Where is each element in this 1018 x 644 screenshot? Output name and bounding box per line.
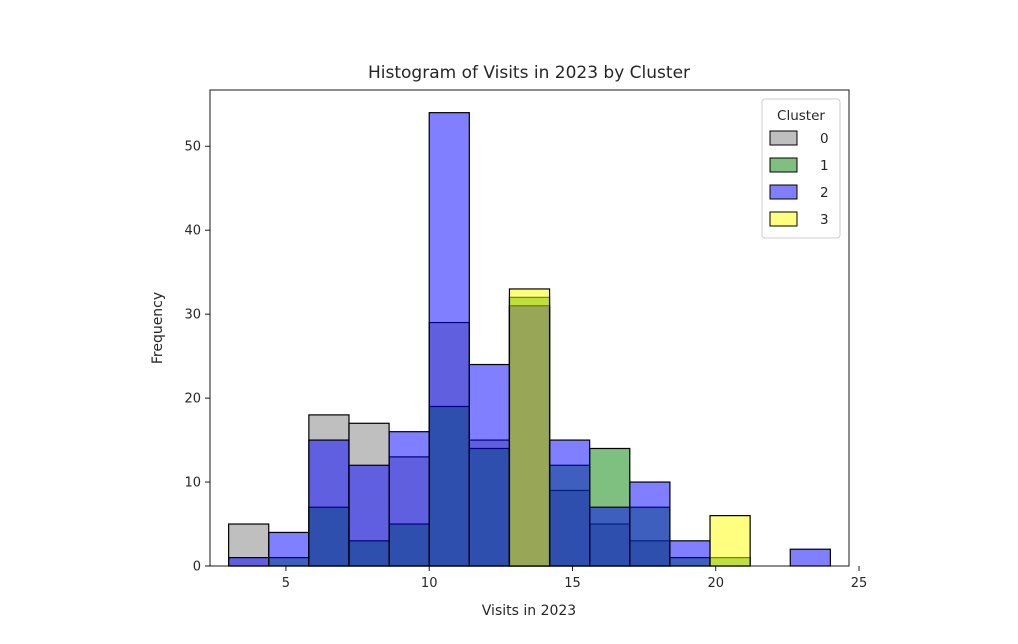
x-tick-label: 20 (707, 576, 724, 591)
bar-cluster-3-bin-7 (508, 288, 551, 567)
bar-cluster-2-bin-6 (468, 363, 511, 567)
x-tick-label: 10 (421, 576, 438, 591)
legend-swatch-0 (769, 130, 798, 146)
bar-cluster-2-bin-4 (388, 431, 430, 567)
bar-cluster-2-bin-2 (308, 439, 350, 567)
y-axis-label: Frequency (150, 292, 166, 364)
y-tick-label: 10 (184, 476, 201, 491)
y-tick-label: 0 (193, 560, 201, 575)
y-axis: 0 10 20 30 40 50 (184, 140, 210, 575)
bar-cluster-2-bin-1 (268, 531, 310, 567)
y-tick-label: 50 (184, 140, 201, 155)
legend-entries: 0 1 2 3 (769, 130, 829, 228)
bar-cluster-2-bin-3 (348, 464, 390, 567)
bar-cluster-2-bin-5 (428, 112, 470, 567)
legend-swatch-1 (769, 157, 798, 173)
x-tick-label: 25 (851, 576, 868, 591)
x-axis-label: Visits in 2023 (482, 603, 576, 619)
plot-frame (209, 89, 850, 567)
bar-cluster-2-bin-11 (669, 540, 711, 567)
series-3 (508, 288, 751, 567)
y-tick-label: 30 (184, 308, 201, 323)
bar-cluster-3-bin-12 (709, 515, 751, 567)
bar-cluster-2-bin-10 (629, 481, 671, 567)
x-tick-label: 5 (282, 576, 290, 591)
y-tick-label: 20 (184, 392, 201, 407)
bars-layer (228, 112, 831, 567)
legend-label-2: 2 (820, 185, 829, 201)
bar-cluster-2-bin-0 (228, 557, 270, 567)
legend: Cluster 0 1 2 3 (761, 98, 841, 239)
x-axis: 5 10 15 20 25 (282, 566, 868, 591)
x-tick-label: 15 (564, 576, 581, 591)
legend-title: Cluster (777, 108, 825, 124)
bar-cluster-2-bin-14 (789, 548, 831, 567)
legend-label-0: 0 (820, 131, 829, 147)
bar-cluster-2-bin-9 (589, 506, 631, 567)
legend-swatch-3 (769, 211, 798, 227)
y-tick-label: 40 (184, 224, 201, 239)
legend-swatch-2 (769, 184, 798, 200)
bar-cluster-2-bin-8 (548, 439, 591, 567)
legend-label-3: 3 (820, 212, 829, 228)
legend-label-1: 1 (820, 158, 829, 174)
chart-title: Histogram of Visits in 2023 by Cluster (368, 63, 690, 83)
